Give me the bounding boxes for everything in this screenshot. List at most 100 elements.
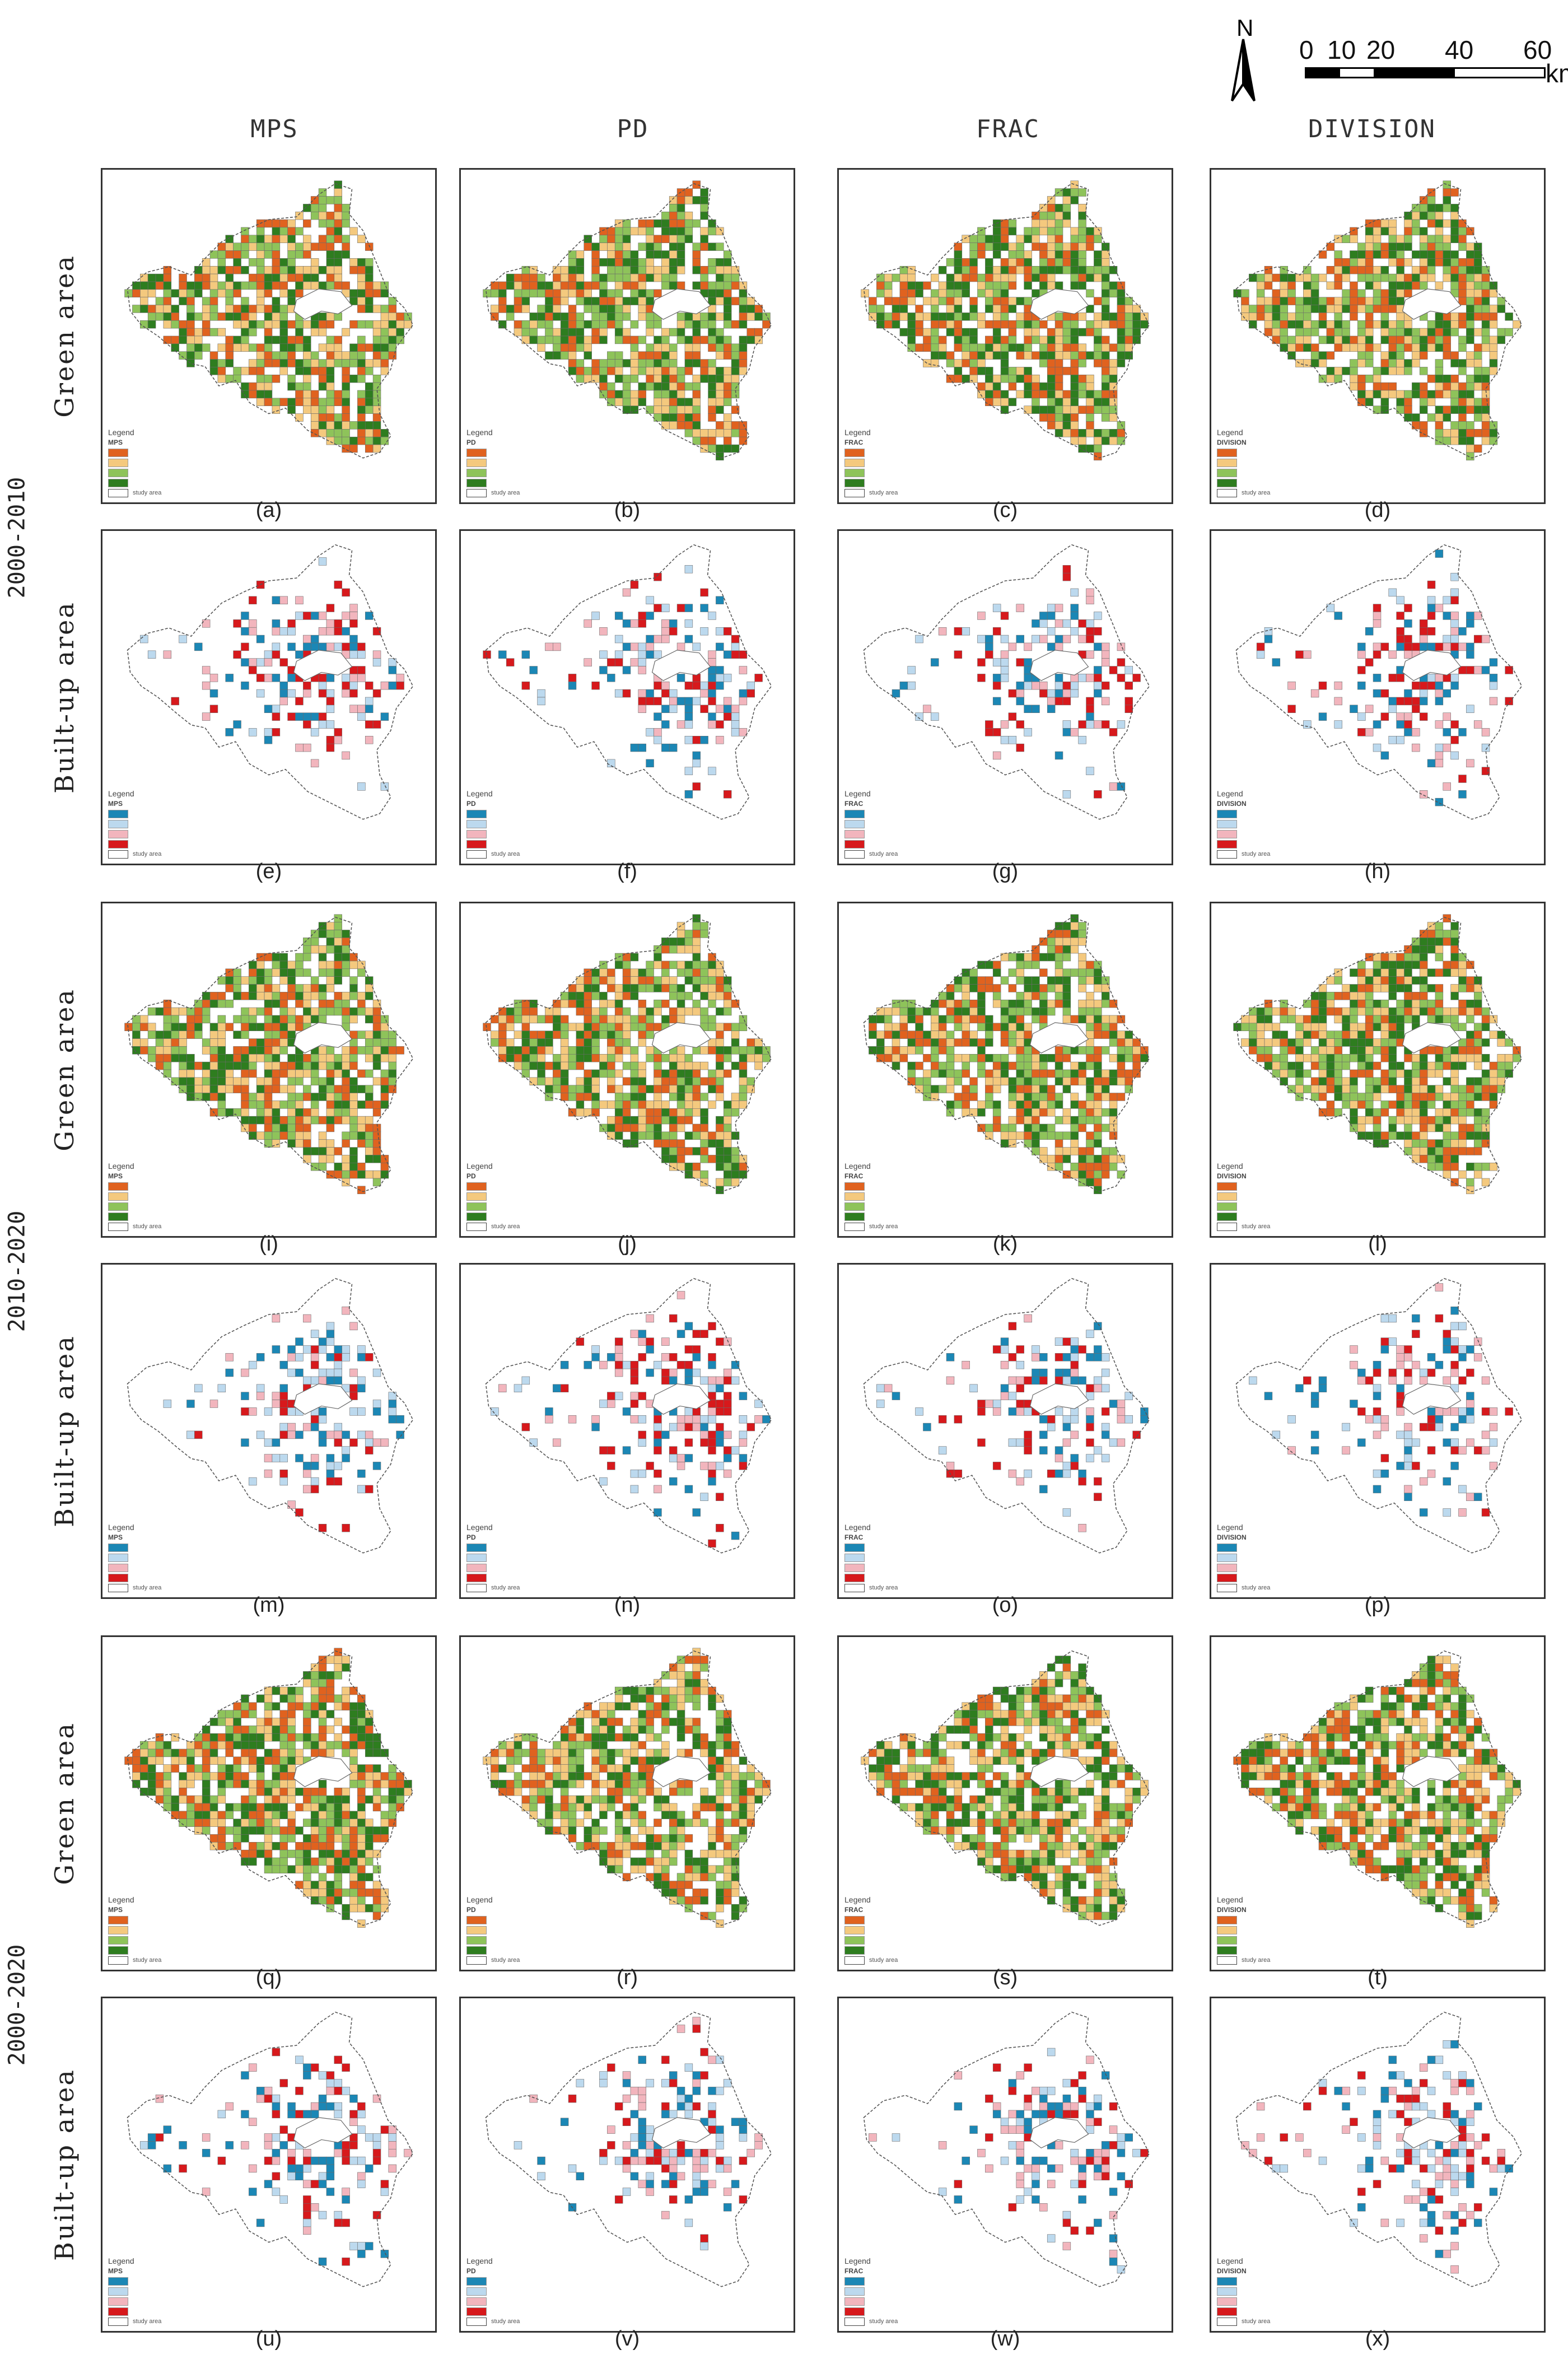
legend-swatch xyxy=(108,1573,128,1582)
legend-class-row xyxy=(108,468,161,478)
legend-class-row xyxy=(844,1181,898,1191)
map-graphic xyxy=(863,1277,1150,1554)
legend-variable: PD xyxy=(466,1172,476,1180)
study-area-outline xyxy=(863,1277,1150,1554)
legend-class-row xyxy=(108,1181,161,1191)
lake-outline xyxy=(1029,1756,1089,1787)
legend-swatch xyxy=(844,1553,865,1562)
study-area-outline xyxy=(863,544,1150,820)
green-grid-cells xyxy=(483,914,771,1195)
legend-study-area-swatch xyxy=(108,1583,128,1592)
legend-class-row xyxy=(108,2296,161,2306)
legend-swatch xyxy=(466,819,487,828)
panel-sublabel: (r) xyxy=(617,1966,638,1989)
map-panel-green-division: Legend DIVISION study area xyxy=(1210,902,1546,1238)
legend-swatch xyxy=(108,809,128,818)
green-grid-cells xyxy=(124,180,412,453)
legend-study-area-row: study area xyxy=(466,1221,520,1232)
map-graphic xyxy=(1233,914,1523,1195)
legend-class-row xyxy=(466,1573,520,1583)
legend-title: Legend xyxy=(466,1895,493,1904)
legend-study-area-label: study area xyxy=(1242,1957,1271,1964)
legend-swatch xyxy=(466,840,487,848)
map-graphic xyxy=(1233,1650,1523,1928)
legend-study-area-swatch xyxy=(844,1956,865,1965)
legend-swatch xyxy=(1217,840,1237,848)
scale-bar: 0 10 20 40 60 km xyxy=(1299,35,1568,113)
legend-swatch xyxy=(466,2287,487,2296)
legend-class-row xyxy=(1217,1552,1270,1563)
study-area-outline xyxy=(485,544,772,820)
map-legend: Legend MPS study area xyxy=(108,1161,161,1232)
legend-variable: MPS xyxy=(108,800,123,808)
study-area-outline xyxy=(485,1277,772,1554)
legend-class-row xyxy=(1217,478,1270,488)
legend-class-row xyxy=(1217,1211,1270,1221)
legend-class-row xyxy=(108,458,161,468)
legend-title: Legend xyxy=(844,1895,871,1904)
green-grid-cells xyxy=(124,1648,412,1928)
legend-study-area-swatch xyxy=(466,2317,487,2326)
legend-class-row xyxy=(1217,2276,1270,2286)
legend-variable: FRAC xyxy=(844,2267,864,2275)
legend-title: Legend xyxy=(1217,1895,1243,1904)
legend-class-row xyxy=(1217,2286,1270,2296)
legend-title: Legend xyxy=(844,1523,871,1532)
legend-study-area-row: study area xyxy=(1217,2316,1270,2326)
legend-class-row xyxy=(844,2306,898,2316)
legend-swatch xyxy=(844,468,865,477)
legend-swatch xyxy=(466,829,487,838)
study-area-outline xyxy=(1235,2011,1523,2287)
legend-swatch xyxy=(108,840,128,848)
legend-swatch xyxy=(108,1915,128,1924)
legend-class-row xyxy=(1217,829,1270,839)
legend-swatch xyxy=(108,478,128,487)
legend-variable: MPS xyxy=(108,2267,123,2275)
legend-variable: MPS xyxy=(108,1533,123,1541)
legend-study-area-swatch xyxy=(108,850,128,859)
legend-study-area-label: study area xyxy=(491,489,520,496)
legend-class-row xyxy=(108,1191,161,1201)
legend-study-area-swatch xyxy=(466,488,487,497)
legend-title: Legend xyxy=(1217,789,1243,798)
legend-swatch xyxy=(108,458,128,467)
legend-swatch xyxy=(1217,2277,1237,2286)
legend-class-row xyxy=(466,1563,520,1573)
legend-swatch xyxy=(466,809,487,818)
map-legend: Legend DIVISION study area xyxy=(1217,2256,1270,2326)
legend-title: Legend xyxy=(466,1523,493,1532)
study-area-outline xyxy=(127,2011,414,2287)
legend-swatch xyxy=(466,1573,487,1582)
map-panel-green-frac: Legend FRAC study area xyxy=(837,1635,1173,1971)
study-area-outline xyxy=(863,916,1150,1192)
legend-swatch xyxy=(1217,1192,1237,1201)
green-grid-cells xyxy=(869,914,1149,1195)
row-label-built-1: Built-up area xyxy=(49,601,80,794)
scale-tick-0: 0 xyxy=(1299,35,1314,64)
map-graphic xyxy=(124,914,414,1195)
lake-outline xyxy=(1029,288,1089,320)
lake-outline xyxy=(651,1383,711,1415)
legend-class-row xyxy=(466,2296,520,2306)
map-panel-green-pd: Legend PD study area xyxy=(459,168,795,504)
legend-class-row xyxy=(844,1573,898,1583)
legend-class-row xyxy=(466,1201,520,1211)
legend-title: Legend xyxy=(108,2256,134,2265)
lake-outline xyxy=(293,1756,353,1787)
built-grid-cells xyxy=(1241,2040,1513,2274)
legend-class-row xyxy=(1217,447,1270,458)
legend-title: Legend xyxy=(844,2256,871,2265)
map-panel-green-division: Legend DIVISION study area xyxy=(1210,1635,1546,1971)
legend-study-area-swatch xyxy=(1217,850,1237,859)
legend-class-row xyxy=(1217,819,1270,829)
lake-outline xyxy=(1029,1022,1089,1053)
map-panel-green-frac: Legend FRAC study area xyxy=(837,902,1173,1238)
north-label: N xyxy=(1236,15,1253,41)
legend-swatch xyxy=(466,2307,487,2316)
legend-class-row xyxy=(466,1542,520,1552)
legend-swatch xyxy=(844,478,865,487)
green-grid-cells xyxy=(483,1648,771,1928)
map-graphic xyxy=(124,180,414,459)
legend-study-area-label: study area xyxy=(133,489,162,496)
map-graphic xyxy=(124,1648,414,1928)
